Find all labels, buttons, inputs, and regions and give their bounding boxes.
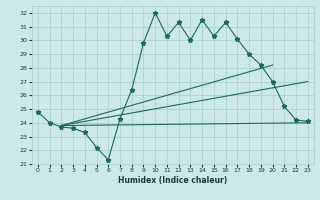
X-axis label: Humidex (Indice chaleur): Humidex (Indice chaleur) xyxy=(118,176,228,185)
